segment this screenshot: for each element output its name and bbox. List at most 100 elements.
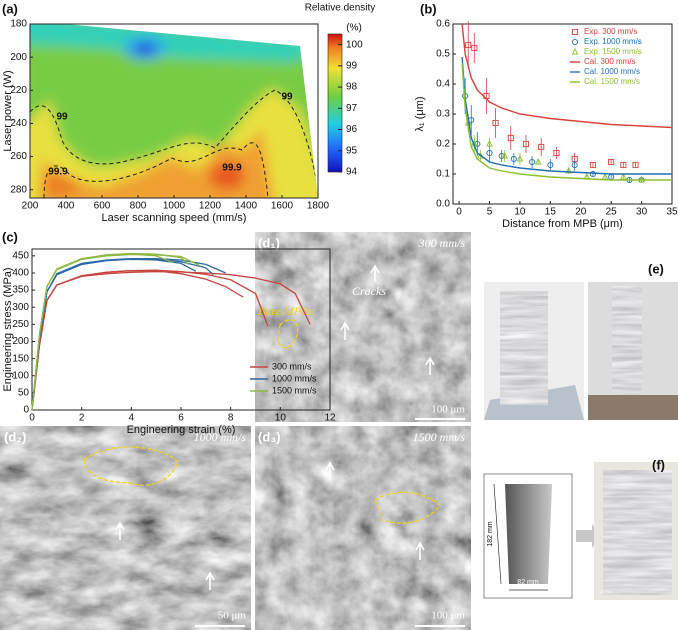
point (474, 140, 481, 148)
x-tick-label: 0 (456, 207, 462, 218)
x-tick-label: 1400 (235, 201, 258, 212)
scale-label: 50 μm (218, 610, 247, 622)
x-tick-label: 20 (575, 207, 587, 218)
x-tick-label: 400 (58, 201, 75, 212)
speed-label: 300 mm/s (418, 236, 466, 250)
y-tick-label: 200 (10, 52, 27, 63)
x-tick-label: 600 (94, 201, 111, 212)
panel-label: (d₂) (4, 429, 26, 444)
y-tick-label: 250 (12, 319, 29, 330)
y-tick-label: 180 (10, 19, 27, 30)
stress-strain-curve (31, 258, 197, 411)
dimension-label: 182 mm (487, 521, 494, 546)
colorbar-tick-label: 95 (346, 145, 358, 156)
photo-f (603, 470, 672, 595)
legend-label: 1500 mm/s (272, 385, 317, 395)
dimension-label: 82 mm (517, 579, 539, 586)
legend-swatch (571, 28, 579, 36)
x-tick-label: 1200 (199, 201, 222, 212)
x-tick-label: 1600 (271, 201, 294, 212)
legend-swatch (571, 47, 579, 55)
x-tick-label: 10 (275, 413, 287, 424)
y-tick-label: 0.2 (436, 139, 450, 150)
y-tick-label: 300 (12, 302, 29, 313)
x-tick-label: 10 (514, 207, 526, 218)
sem-image-d2 (0, 426, 251, 630)
scale-label: 100 μm (431, 610, 465, 622)
y-tick-label: 0.6 (436, 19, 450, 30)
model-line (461, 23, 673, 129)
y-tick-label: 350 (12, 285, 29, 296)
x-tick-label: 15 (545, 207, 557, 218)
panel-label: (a) (2, 1, 18, 16)
point (486, 139, 493, 147)
point (565, 166, 572, 174)
stress-strain-curve (31, 253, 202, 411)
stress-strain-curve (31, 270, 311, 411)
scale-label: 10 mm (600, 589, 613, 594)
y-axis-label: Laser power (W) (2, 70, 14, 151)
legend-swatch (571, 38, 579, 46)
y-tick-label: 100 (12, 370, 29, 381)
sem-image-d1 (255, 232, 471, 422)
x-axis-label: Distance from MPB (μm) (502, 218, 623, 230)
legend-label: Cal. 1500 mm/s (584, 77, 640, 86)
x-tick-label: 6 (178, 413, 184, 424)
colorbar-tick-label: 94 (346, 167, 358, 178)
x-tick-label: 12 (324, 413, 336, 424)
contour-label: 99 (281, 92, 293, 103)
legend-label: 1000 mm/s (272, 373, 317, 383)
colorbar-tick-label: 96 (346, 124, 358, 135)
y-tick-label: 0.4 (436, 79, 450, 90)
point (507, 134, 514, 142)
point (501, 151, 509, 159)
y-tick-label: 0.1 (436, 169, 450, 180)
speed-label: 1000 mm/s (194, 430, 247, 444)
x-tick-label: 35 (666, 207, 678, 218)
y-tick-label: 0.0 (436, 199, 450, 210)
y-tick-label: 50 (18, 388, 30, 399)
contour-fill (30, 24, 318, 198)
colorbar-tick-label: 97 (346, 103, 358, 114)
contour-label: 99.9 (222, 163, 242, 174)
contour-label: 99.9 (48, 167, 68, 178)
point (538, 143, 545, 151)
colorbar-unit: (%) (346, 23, 362, 34)
y-tick-label: 260 (10, 151, 27, 162)
point (571, 161, 578, 169)
x-tick-label: 200 (22, 201, 39, 212)
y-tick-label: 240 (10, 118, 27, 129)
x-tick-label: 2 (79, 413, 85, 424)
colorbar-title: Relative density (305, 3, 376, 14)
colorbar (327, 33, 343, 173)
scale-label: 100 μm (431, 404, 465, 416)
y-tick-label: 280 (10, 184, 27, 195)
panel-label: (b) (420, 1, 437, 16)
point (620, 161, 627, 169)
stress-strain-curve (31, 269, 244, 411)
y-axis-label: Engineering stress (MPa) (2, 267, 14, 391)
y-tick-label: 450 (12, 250, 29, 261)
x-tick-label: 5 (487, 207, 493, 218)
panel-label: (f) (652, 457, 665, 472)
stress-strain-curve (31, 258, 214, 411)
point (534, 157, 542, 165)
x-axis-label: Engineering strain (%) (127, 424, 236, 436)
x-axis-label: Laser scanning speed (mm/s) (102, 212, 247, 224)
x-tick-label: 0 (29, 413, 35, 424)
point (510, 155, 517, 163)
point (522, 140, 530, 148)
annotation: Bare MPBs (258, 304, 314, 318)
x-tick-label: 8 (228, 413, 234, 424)
photo-e1 (500, 291, 548, 405)
model-line (461, 56, 672, 175)
point (529, 158, 536, 166)
sem-image-d3 (255, 426, 471, 630)
x-tick-label: 25 (606, 207, 618, 218)
point (632, 161, 639, 169)
colorbar-tick-label: 100 (346, 39, 363, 50)
y-tick-label: 0.3 (436, 109, 450, 120)
y-tick-label: 400 (12, 268, 29, 279)
point (620, 172, 627, 180)
